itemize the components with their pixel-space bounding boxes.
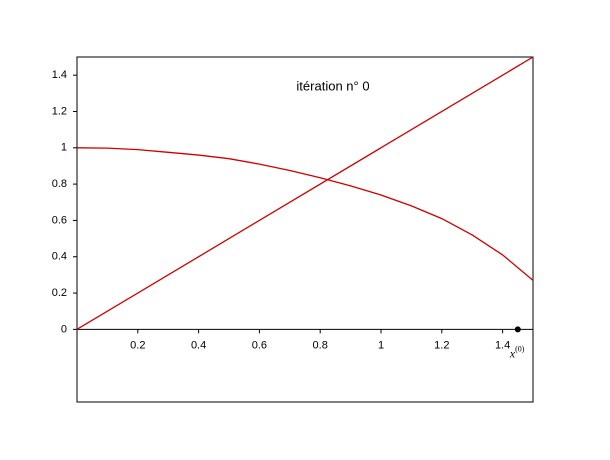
y-tick-label: 0.6 (52, 214, 67, 226)
x-tick-label: 1 (378, 339, 384, 351)
x-tick-label: 0.4 (191, 339, 206, 351)
y-tick-label: 1.2 (52, 105, 67, 117)
plot-frame (76, 56, 534, 403)
y-tick-label: 0.2 (52, 287, 67, 299)
y-tick-label: 1.4 (52, 69, 67, 81)
point (514, 326, 521, 333)
y-tick-label: 0 (61, 323, 67, 335)
x-tick-label: 0.2 (130, 339, 145, 351)
x-tick-label: 0.6 (252, 339, 267, 351)
y-tick-label: 0.4 (52, 251, 67, 263)
y-tick-label: 0.8 (52, 178, 67, 190)
point-label-sup: (0) (515, 344, 525, 353)
y-tick-label: 1 (61, 142, 67, 154)
point-label: x(0) (509, 344, 525, 360)
series-line (76, 147, 534, 281)
annotation: itération n° 0 (296, 78, 369, 93)
point-label-base: x (509, 346, 516, 360)
x-tick-label: 1.4 (495, 339, 510, 351)
series-line (76, 56, 534, 330)
x-tick-label: 0.8 (313, 339, 328, 351)
x-tick-label: 1.2 (434, 339, 449, 351)
